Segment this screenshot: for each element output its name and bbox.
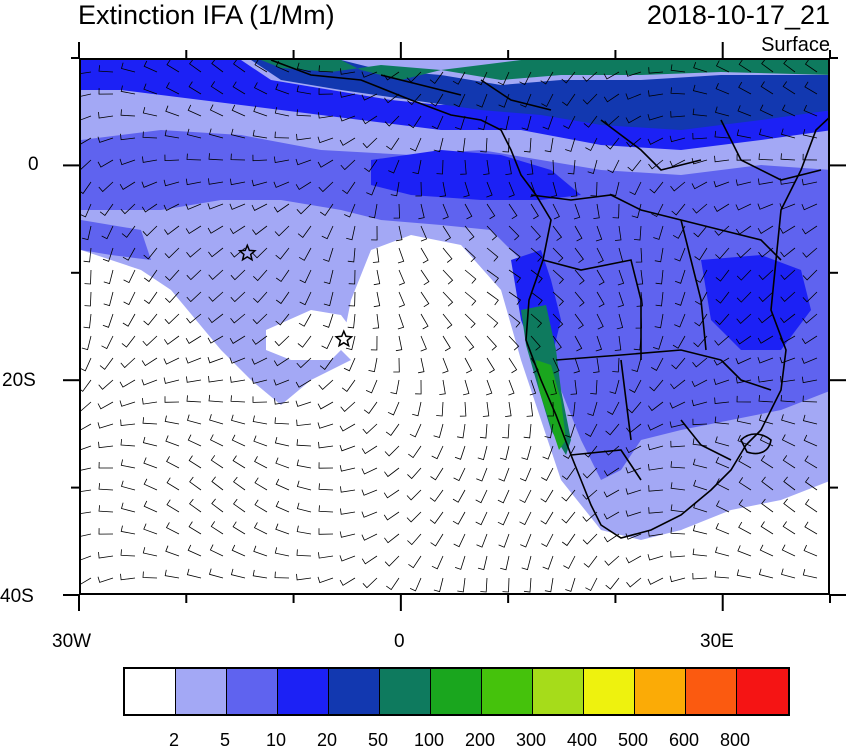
africa-coastline [270, 60, 828, 539]
colorbar-label: 300 [515, 730, 547, 750]
level-label: Surface [761, 34, 830, 56]
colorbar-swatch-7 [482, 669, 533, 714]
colorbar-swatch-8 [533, 669, 584, 714]
colorbar-label: 50 [367, 730, 389, 750]
colorbar-swatch-4 [329, 669, 380, 714]
colorbar-swatch-1 [176, 669, 227, 714]
colorbar-label: 100 [413, 730, 445, 750]
colorbar-label: 10 [265, 730, 287, 750]
colorbar-swatch-5 [380, 669, 431, 714]
x-tick-label-30e: 30E [700, 631, 734, 652]
extinction-band-dark [371, 150, 581, 200]
colorbar-swatch-10 [635, 669, 686, 714]
colorbar-label: 20 [316, 730, 338, 750]
map-title: Extinction IFA (1/Mm) [78, 0, 335, 30]
extinction-band-medium [81, 130, 828, 480]
colorbar-label: 200 [464, 730, 496, 750]
map-plot-area[interactable] [79, 58, 830, 595]
station-star-2 [334, 329, 354, 348]
colorbar [123, 667, 790, 716]
colorbar-swatch-2 [227, 669, 278, 714]
station-star-1 [237, 243, 257, 262]
timestamp: 2018-10-17_21 [646, 0, 830, 30]
colorbar-swatch-9 [584, 669, 635, 714]
wind-barbs [81, 60, 818, 593]
colorbar-label: 5 [219, 730, 231, 750]
y-tick-label-40s: 40S [0, 586, 34, 607]
x-tick-label-30w: 30W [52, 631, 92, 652]
colorbar-swatch-12 [737, 669, 788, 714]
x-tick-label-0: 0 [394, 631, 405, 652]
colorbar-swatch-0 [125, 669, 176, 714]
colorbar-label: 600 [668, 730, 700, 750]
y-tick-label-0: 0 [28, 154, 39, 175]
colorbar-swatch-3 [278, 669, 329, 714]
colorbar-label: 500 [617, 730, 649, 750]
colorbar-label: 2 [168, 730, 180, 750]
y-tick-label-20s: 20S [2, 370, 36, 391]
map-canvas [81, 60, 828, 593]
colorbar-label: 400 [566, 730, 598, 750]
colorbar-label: 800 [719, 730, 751, 750]
colorbar-swatch-6 [431, 669, 482, 714]
colorbar-swatch-11 [686, 669, 737, 714]
